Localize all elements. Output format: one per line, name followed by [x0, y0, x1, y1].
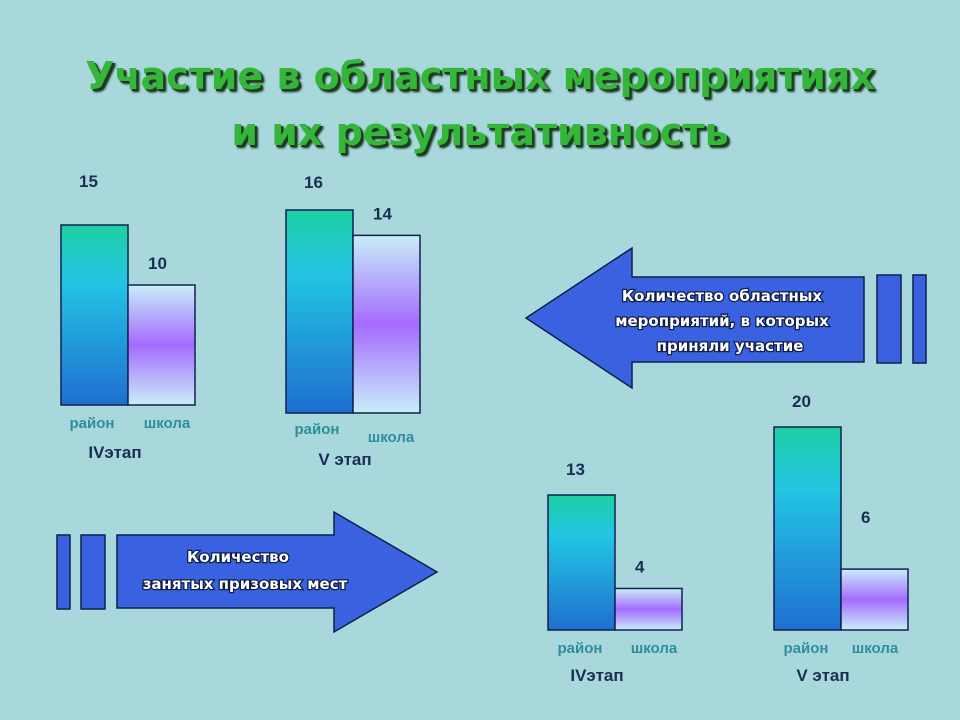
- data-label: 14: [373, 204, 392, 223]
- tick-label: школа: [852, 640, 899, 657]
- data-label: 10: [148, 254, 167, 273]
- prizes-arrow-label-1: Количество: [187, 548, 289, 566]
- bar-school: [352, 234, 421, 414]
- prizes-arrow-strip-2: [80, 534, 106, 610]
- prizes-arrow-shape: [116, 510, 439, 634]
- data-label: 6: [861, 508, 870, 527]
- bar-district: [547, 494, 616, 631]
- data-label: 16: [304, 173, 323, 192]
- bar-district: [60, 224, 129, 406]
- data-label: 20: [792, 392, 811, 411]
- data-label: 13: [566, 460, 585, 479]
- bar-school: [840, 568, 909, 631]
- stage-label: V этап: [318, 450, 371, 469]
- bar-school: [614, 587, 683, 631]
- prizes-arrow: Количество занятых призовых мест: [56, 510, 439, 634]
- tick-label: школа: [368, 429, 415, 446]
- events-arrow-shape: [524, 246, 865, 390]
- bar-school: [127, 284, 196, 406]
- title-line-1: Участие в областных мероприятиях: [85, 54, 875, 98]
- tick-label: школа: [631, 640, 678, 657]
- bar-district: [285, 209, 354, 414]
- title-line-2: и их результативность: [231, 110, 729, 154]
- prizes-arrow-strip-1: [56, 534, 71, 610]
- page-title: Участие в областных мероприятиях и их ре…: [0, 48, 960, 160]
- tick-label: район: [558, 640, 603, 657]
- events-arrow-strip-1: [876, 274, 902, 364]
- bar-district: [773, 426, 842, 631]
- events-arrow-label-3: приняли участие: [657, 337, 804, 355]
- stage-label: IVэтап: [88, 443, 141, 462]
- events-arrow-label-2: мероприятий, в которых: [615, 312, 829, 330]
- chart-3: 13 район 4 школа IVэтап: [547, 460, 683, 685]
- events-arrow-strip-2: [912, 274, 927, 364]
- chart-2: 16 район 14 школа V этап: [285, 173, 421, 469]
- data-label: 4: [635, 557, 645, 576]
- data-label: 15: [79, 172, 98, 191]
- tick-label: школа: [144, 415, 191, 432]
- tick-label: район: [70, 415, 115, 432]
- tick-label: район: [784, 640, 829, 657]
- stage-label: IVэтап: [570, 666, 623, 685]
- stage-label: V этап: [796, 666, 849, 685]
- events-arrow-label-1: Количество областных: [622, 287, 823, 305]
- tick-label: район: [295, 421, 340, 438]
- events-arrow: Количество областных мероприятий, в кото…: [524, 246, 927, 390]
- prizes-arrow-label-2: занятых призовых мест: [143, 575, 348, 593]
